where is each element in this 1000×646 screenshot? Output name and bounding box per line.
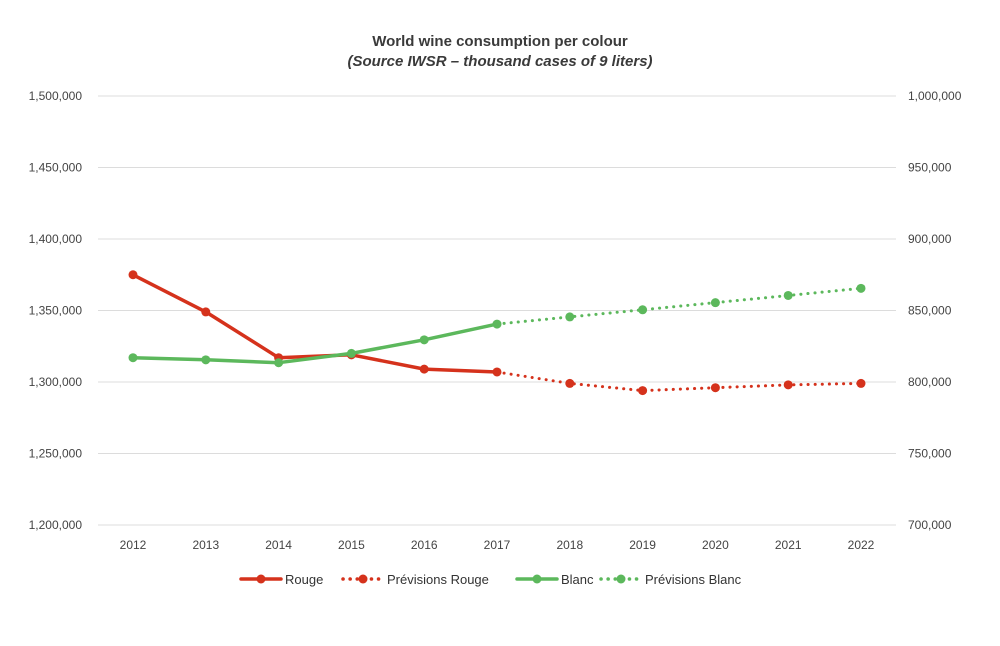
y-left-tick-label: 1,250,000 — [29, 447, 83, 461]
x-tick-label: 2013 — [192, 538, 219, 552]
y-left-tick-label: 1,350,000 — [29, 304, 83, 318]
legend-marker — [616, 574, 626, 584]
data-point — [419, 364, 429, 374]
chart-subtitle: (Source IWSR – thousand cases of 9 liter… — [347, 53, 653, 70]
chart-title: World wine consumption per colour — [372, 33, 628, 50]
y-right-tick-label: 750,000 — [908, 447, 952, 461]
y-right-tick-label: 900,000 — [908, 232, 952, 246]
series-line — [495, 370, 863, 393]
data-point — [419, 335, 429, 345]
y-right-tick-label: 950,000 — [908, 161, 952, 175]
data-point — [128, 270, 138, 280]
data-point — [201, 355, 211, 365]
x-tick-label: 2019 — [629, 538, 656, 552]
data-point — [565, 312, 575, 322]
data-point — [565, 378, 575, 388]
data-point — [856, 378, 866, 388]
x-tick-label: 2022 — [848, 538, 875, 552]
legend-label: Prévisions Rouge — [387, 572, 489, 587]
x-tick-label: 2021 — [775, 538, 802, 552]
data-point — [638, 305, 648, 315]
data-point — [783, 380, 793, 390]
series-line — [495, 286, 863, 326]
data-point — [783, 290, 793, 300]
x-tick-label: 2012 — [120, 538, 147, 552]
y-right-tick-label: 850,000 — [908, 304, 952, 318]
legend-marker — [256, 574, 266, 584]
legend-label: Prévisions Blanc — [645, 572, 742, 587]
series-line — [131, 322, 499, 365]
y-left-tick-label: 1,200,000 — [29, 518, 83, 532]
legend-label: Rouge — [285, 572, 323, 587]
data-point — [710, 383, 720, 393]
data-point — [128, 353, 138, 363]
y-left-tick-label: 1,500,000 — [29, 89, 83, 103]
x-tick-label: 2014 — [265, 538, 292, 552]
y-right-tick-label: 1,000,000 — [908, 89, 962, 103]
x-tick-label: 2016 — [411, 538, 438, 552]
x-tick-label: 2018 — [556, 538, 583, 552]
x-tick-label: 2015 — [338, 538, 365, 552]
data-point — [856, 283, 866, 293]
data-point — [201, 307, 211, 317]
y-right-tick-label: 700,000 — [908, 518, 952, 532]
legend-marker — [532, 574, 542, 584]
series-line — [131, 273, 499, 374]
y-left-tick-label: 1,450,000 — [29, 161, 83, 175]
data-point — [346, 348, 356, 358]
legend-label: Blanc — [561, 572, 594, 587]
x-tick-label: 2017 — [484, 538, 511, 552]
data-point — [274, 358, 284, 368]
y-left-tick-label: 1,400,000 — [29, 232, 83, 246]
data-point — [638, 386, 648, 396]
y-left-tick-label: 1,300,000 — [29, 375, 83, 389]
data-point — [710, 298, 720, 308]
y-right-tick-label: 800,000 — [908, 375, 952, 389]
x-tick-label: 2020 — [702, 538, 729, 552]
legend-marker — [358, 574, 368, 584]
